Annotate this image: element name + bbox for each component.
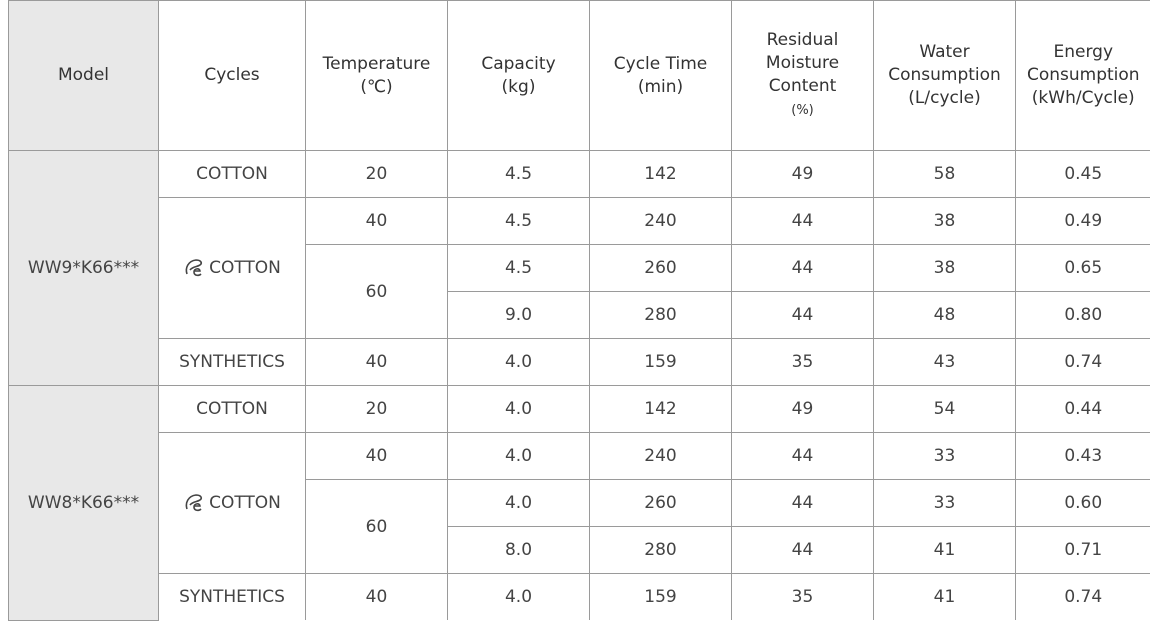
- capacity-cell: 4.0: [447, 385, 590, 433]
- capacity-cell: 4.0: [447, 432, 590, 480]
- cycle-cell: SYNTHETICS: [158, 338, 306, 386]
- residual-cell: 44: [731, 526, 874, 574]
- residual-cell: 44: [731, 197, 874, 245]
- water-cell: 38: [873, 244, 1016, 292]
- capacity-cell: 4.0: [447, 479, 590, 527]
- header-temperature: Temperature (℃): [305, 0, 448, 151]
- capacity-cell: 4.5: [447, 197, 590, 245]
- cycle-time-cell: 260: [589, 479, 732, 527]
- water-cell: 43: [873, 338, 1016, 386]
- eco-cycle-label: COTTON: [209, 258, 281, 278]
- water-cell: 33: [873, 479, 1016, 527]
- capacity-cell: 4.5: [447, 244, 590, 292]
- cycle-time-cell: 240: [589, 432, 732, 480]
- water-cell: 41: [873, 573, 1016, 620]
- energy-cell: 0.65: [1015, 244, 1150, 292]
- header-water-consumption: Water Consumption (L/cycle): [873, 0, 1016, 151]
- temperature-cell: 40: [305, 573, 448, 620]
- energy-cell: 0.49: [1015, 197, 1150, 245]
- capacity-cell: 4.0: [447, 573, 590, 620]
- table-row: WW8*K66*** COTTON 20 4.0 142 49 54 0.44: [8, 385, 1150, 621]
- model-cell: WW9*K66***: [8, 150, 159, 386]
- eco-cycle-cell: COTTON: [158, 432, 306, 574]
- energy-cell: 0.44: [1015, 385, 1150, 433]
- header-row: Model Cycles Temperature (℃) Capacity (kg)…: [8, 0, 1150, 151]
- water-cell: 38: [873, 197, 1016, 245]
- cycle-time-cell: 159: [589, 338, 732, 386]
- header-cycles: Cycles: [158, 0, 306, 151]
- capacity-cell: 4.0: [447, 338, 590, 386]
- capacity-cell: 4.5: [447, 150, 590, 198]
- temperature-cell: 60: [305, 244, 448, 339]
- table-row: SYNTHETICS 40 4.0 159 35 41 0.74: [9, 573, 1150, 620]
- header-model: Model: [8, 0, 159, 151]
- residual-cell: 35: [731, 573, 874, 620]
- model-cell: WW8*K66***: [8, 385, 159, 621]
- energy-cell: 0.43: [1015, 432, 1150, 480]
- residual-cell: 44: [731, 291, 874, 339]
- cycle-time-cell: 142: [589, 385, 732, 433]
- residual-cell: 49: [731, 385, 874, 433]
- temperature-cell: 40: [305, 432, 448, 480]
- energy-cell: 0.60: [1015, 479, 1150, 527]
- water-cell: 54: [873, 385, 1016, 433]
- eco-bubble-icon: [185, 494, 203, 512]
- header-capacity: Capacity (kg): [447, 0, 590, 151]
- table-row: 9.0 280 44 48 0.80: [9, 291, 1150, 339]
- table-row: 60 4.5 260 44 38 0.65: [9, 244, 1150, 339]
- energy-cell: 0.74: [1015, 338, 1150, 386]
- temperature-cell: 60: [305, 479, 448, 574]
- water-cell: 48: [873, 291, 1016, 339]
- water-cell: 58: [873, 150, 1016, 198]
- cycle-cell: SYNTHETICS: [158, 573, 306, 620]
- temperature-cell: 40: [305, 197, 448, 245]
- capacity-cell: 8.0: [447, 526, 590, 574]
- eco-bubble-icon: [185, 259, 203, 277]
- water-cell: 33: [873, 432, 1016, 480]
- cycle-time-cell: 260: [589, 244, 732, 292]
- cycle-cell: COTTON: [158, 150, 306, 198]
- energy-cell: 0.80: [1015, 291, 1150, 339]
- table-row: WW9*K66*** COTTON 20 4.5 142 49 58 0.45: [8, 150, 1150, 386]
- cycle-time-cell: 240: [589, 197, 732, 245]
- energy-cell: 0.71: [1015, 526, 1150, 574]
- temperature-cell: 40: [305, 338, 448, 386]
- residual-cell: 44: [731, 432, 874, 480]
- capacity-cell: 9.0: [447, 291, 590, 339]
- temperature-cell: 20: [305, 150, 448, 198]
- spec-table: Model Cycles Temperature (℃) Capacity (kg)…: [8, 0, 1150, 621]
- energy-cell: 0.74: [1064, 587, 1103, 607]
- cycle-cell: COTTON: [158, 385, 306, 433]
- residual-cell: 49: [731, 150, 874, 198]
- cycle-time-cell: 142: [589, 150, 732, 198]
- table-row: 60 4.0 260 44 33 0.60: [9, 479, 1150, 574]
- water-cell: 41: [873, 526, 1016, 574]
- header-energy-consumption: Energy Consumption (kWh/Cycle): [1015, 0, 1150, 151]
- cycle-time-cell: 280: [589, 526, 732, 574]
- residual-cell: 35: [731, 338, 874, 386]
- residual-cell: 44: [731, 244, 874, 292]
- header-residual-moisture: Residual Moisture Content (%): [731, 0, 874, 151]
- temperature-cell: 20: [305, 385, 448, 433]
- table-row: 8.0 280 44 41 0.71: [9, 526, 1150, 574]
- cycle-time-cell: 280: [589, 291, 732, 339]
- table-row: COTTON 40 4.0 240 44 33 0.43: [9, 432, 1150, 574]
- energy-cell: 0.45: [1015, 150, 1150, 198]
- header-cycle-time: Cycle Time (min): [589, 0, 732, 151]
- table-row: COTTON 40 4.5 240 44 38 0.49: [9, 197, 1150, 339]
- table-row: SYNTHETICS 40 4.0 159 35 43 0.74: [9, 338, 1150, 386]
- eco-cycle-label: COTTON: [209, 493, 281, 513]
- eco-cycle-cell: COTTON: [158, 197, 306, 339]
- cycle-time-cell: 159: [589, 573, 732, 620]
- residual-cell: 44: [731, 479, 874, 527]
